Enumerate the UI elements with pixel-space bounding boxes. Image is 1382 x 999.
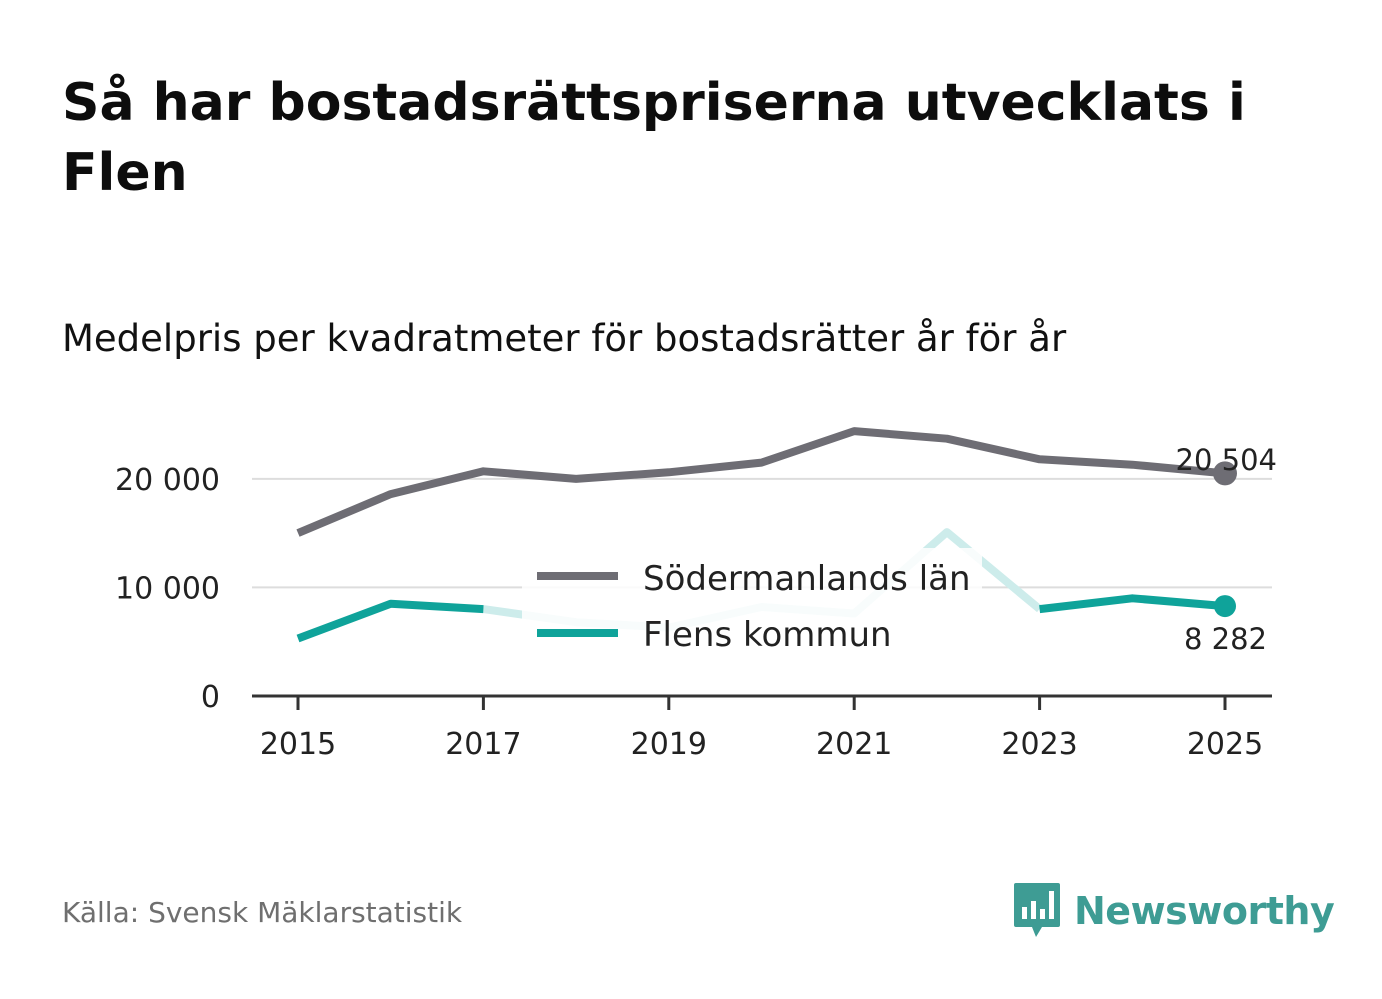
- y-tick-label: 20 000: [115, 463, 220, 498]
- newsworthy-logo-icon: [1014, 883, 1060, 937]
- end-point-kommun: [1214, 595, 1236, 618]
- end-label-kommun: 8 282: [1184, 622, 1267, 656]
- legend-label-kommun: Flens kommun: [643, 615, 892, 655]
- legend-label-lan: Södermanlands län: [643, 559, 971, 599]
- chart-title: Så har bostadsrättspriserna utvecklats i…: [62, 73, 1246, 203]
- x-tick-label: 2019: [631, 727, 707, 762]
- x-tick-label: 2025: [1187, 727, 1263, 762]
- legend-background: [522, 548, 982, 664]
- x-tick-label: 2015: [260, 727, 336, 762]
- chart-subtitle: Medelpris per kvadratmeter för bostadsrä…: [62, 317, 1067, 360]
- end-label-lan: 20 504: [1176, 443, 1277, 477]
- x-tick-label: 2017: [445, 727, 521, 762]
- y-tick-label: 10 000: [115, 571, 220, 606]
- series-line-kommun-end: [1039, 594, 1226, 614]
- x-tick-label: 2021: [816, 727, 892, 762]
- y-tick-label: 0: [201, 680, 220, 715]
- series-line-kommun-start: [296, 599, 484, 643]
- brand-name: Newsworthy: [1074, 889, 1335, 933]
- source-note: Källa: Svensk Mäklarstatistik: [62, 896, 463, 929]
- x-axis-ticks: 2015 2017 2019 2021 2023 2025: [260, 696, 1263, 762]
- end-labels: 20 504 8 282: [1176, 443, 1277, 656]
- series-line-lan: [296, 427, 1226, 537]
- x-tick-label: 2023: [1001, 727, 1077, 762]
- newsworthy-logo: Newsworthy: [1012, 880, 1335, 942]
- end-point-lan: [1213, 461, 1237, 486]
- y-axis-ticks: 0 10 000 20 000: [115, 463, 220, 715]
- legend: Södermanlands län Flens kommun: [522, 548, 982, 664]
